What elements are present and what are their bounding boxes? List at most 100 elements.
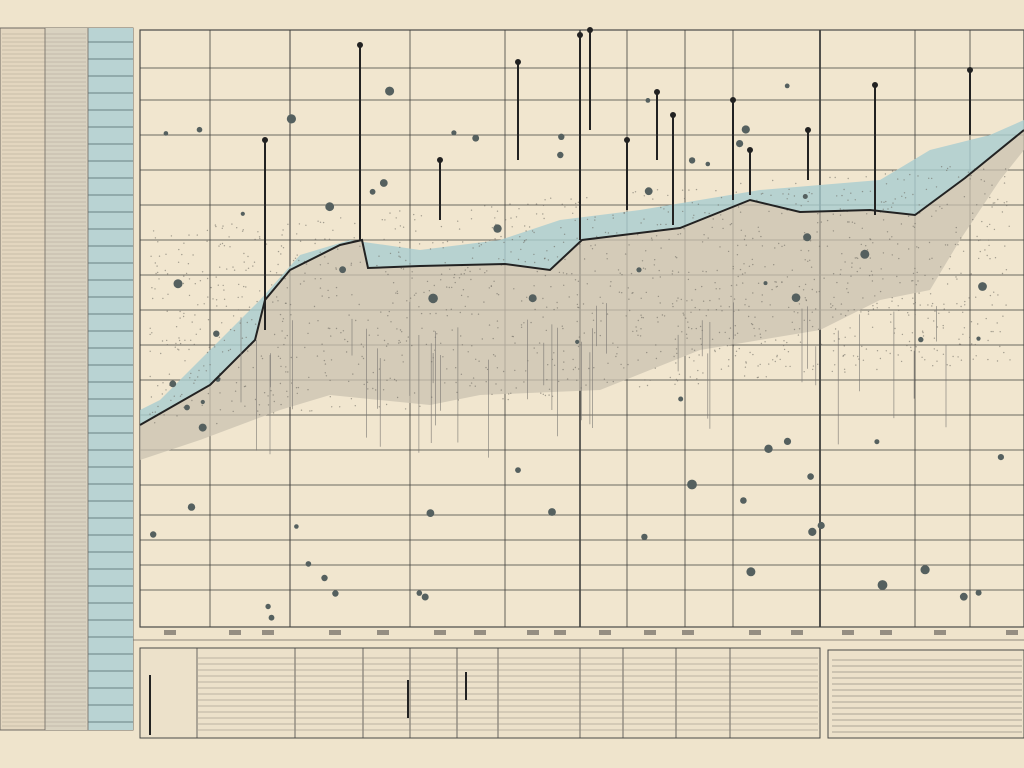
stipple-dot [624,253,627,255]
stipple-dot [988,239,990,241]
stipple-dot [507,398,509,401]
stipple-dot [543,258,546,260]
stipple-dot [928,177,930,179]
stipple-dot [591,312,593,314]
stipple-dot [415,292,417,294]
stipple-dot [221,242,224,245]
stipple-dot [685,333,688,335]
stipple-dot [317,220,319,222]
stipple-dot [225,305,228,307]
stipple-dot [832,316,834,318]
stipple-dot [826,245,829,247]
stipple-dot [503,241,505,244]
stipple-dot [535,213,538,215]
stipple-dot [761,245,764,247]
stipple-dot [445,309,448,311]
stipple-dot [761,294,763,296]
stipple-dot [787,193,790,195]
stipple-dot [305,263,308,265]
stipple-dot [296,254,298,256]
stipple-dot [678,373,681,375]
stipple-dot [641,260,644,262]
stipple-dot [860,311,862,313]
stipple-dot [389,252,392,255]
stipple-dot [660,247,662,249]
stipple-dot [861,345,863,348]
stipple-dot [871,280,874,282]
stipple-dot [577,280,580,282]
scatter-dot [198,423,207,432]
stipple-dot [675,348,678,350]
stipple-dot [329,396,331,398]
stipple-dot [594,244,596,246]
stipple-dot [577,345,580,348]
stipple-dot [860,243,862,246]
stipple-dot [314,278,316,280]
stipple-dot [265,243,268,245]
stipple-dot [309,410,311,412]
stipple-dot [197,304,199,306]
stipple-dot [963,327,966,329]
stipple-dot [737,206,740,208]
label-mark [262,630,274,635]
stipple-dot [818,245,821,247]
stipple-dot [688,326,690,329]
stipple-dot [548,394,550,396]
stipple-dot [715,190,717,192]
stipple-dot [901,333,904,336]
stipple-dot [359,261,361,263]
stipple-dot [432,242,434,244]
stipple-dot [576,237,578,239]
stipple-dot [258,236,261,238]
stipple-dot [378,255,380,257]
stipple-dot [355,319,357,322]
stipple-dot [705,315,707,317]
stipple-dot [871,326,874,328]
stipple-dot [606,381,608,383]
scatter-dot [321,574,328,582]
stipple-dot [772,179,774,182]
stipple-dot [697,369,699,372]
stipple-dot [918,351,920,353]
stipple-dot [232,266,234,268]
stipple-dot [604,231,607,234]
stipple-dot [207,319,210,321]
stipple-dot [844,371,846,373]
stipple-dot [901,297,903,300]
stipple-dot [956,278,958,280]
stipple-dot [442,242,444,244]
stipple-dot [642,317,644,319]
stipple-dot [890,313,892,316]
label-mark [164,630,176,635]
bottom-strip-frame [139,647,821,739]
stipple-dot [576,379,578,381]
stipple-dot [646,384,649,387]
stipple-dot [652,277,654,279]
stipple-dot [277,263,279,266]
stipple-dot [956,303,958,305]
stipple-dot [970,321,973,323]
stipple-dot [908,340,911,343]
stipple-dot [500,389,502,391]
stipple-dot [730,295,732,298]
scatter-dot [451,130,457,136]
stipple-dot [940,266,942,268]
stipple-dot [523,241,525,244]
stipple-dot [715,288,717,290]
stipple-dot [590,245,592,247]
stipple-dot [734,355,737,357]
stipple-dot [241,230,244,232]
stipple-dot [287,371,289,373]
stipple-dot [691,299,693,301]
stipple-dot [378,368,381,370]
stipple-dot [931,257,933,259]
stipple-dot [803,232,806,234]
stipple-dot [602,302,604,304]
stipple-dot [188,234,190,236]
stipple-dot [1001,272,1004,275]
stipple-dot [600,320,602,322]
stipple-dot [820,221,822,223]
stipple-dot [576,303,579,306]
stipple-dot [832,305,834,307]
stipple-dot [659,302,661,304]
